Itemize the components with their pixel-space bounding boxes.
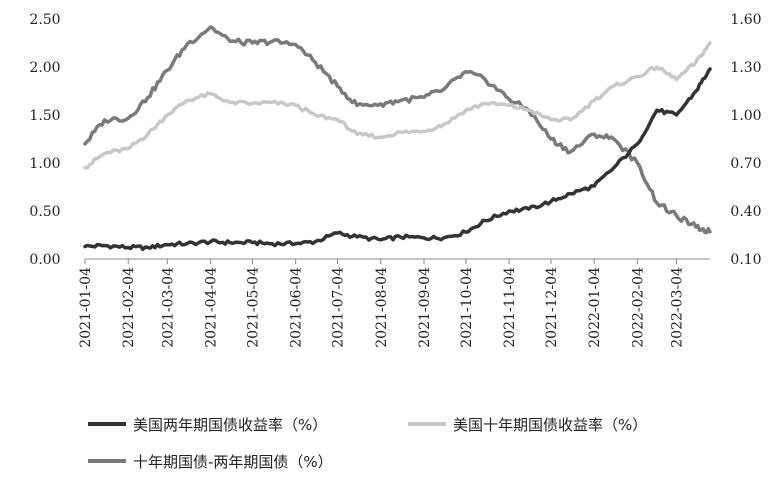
x-tick-label: 2021-03-04 bbox=[160, 267, 176, 348]
y-left-tick-label: 2.50 bbox=[29, 12, 60, 28]
x-tick-label: 2022-02-04 bbox=[630, 267, 646, 348]
plot-area: 0.00 0.50 1.00 1.50 2.00 2.50 0.10 0.40 0.70 1.0… bbox=[29, 12, 761, 348]
x-tick-label: 2021-07-04 bbox=[331, 267, 347, 348]
y-axis-right-labels: 0.10 0.40 0.70 1.00 1.30 1.60 bbox=[730, 12, 761, 268]
legend-label-2: 美国十年期国债收益率（%） bbox=[453, 416, 647, 434]
x-tick-label: 2021-01-04 bbox=[78, 267, 94, 348]
x-axis-ticks bbox=[84, 259, 678, 264]
y-right-tick-label: 1.30 bbox=[730, 60, 761, 76]
legend: 美国两年期国债收益率（%） 美国十年期国债收益率（%） 十年期国债-两年期国债（%） bbox=[88, 416, 647, 471]
series-line-2 bbox=[83, 41, 712, 170]
x-tick-label: 2022-03-04 bbox=[670, 267, 686, 348]
legend-label-3: 十年期国债-两年期国债（%） bbox=[133, 453, 333, 471]
y-right-tick-label: 0.40 bbox=[730, 204, 761, 220]
x-tick-label: 2021-11-04 bbox=[502, 267, 518, 348]
y-left-tick-label: 0.50 bbox=[29, 204, 60, 220]
x-tick-label: 2022-01-04 bbox=[587, 267, 603, 348]
y-left-tick-label: 1.00 bbox=[29, 156, 60, 172]
x-axis-labels: 2021-01-04 2021-02-04 2021-03-04 2021-04-04… bbox=[78, 267, 686, 348]
x-tick-label: 2021-04-04 bbox=[204, 267, 220, 348]
x-tick-label: 2021-05-04 bbox=[245, 267, 261, 348]
y-right-tick-label: 1.00 bbox=[730, 108, 761, 124]
y-axis-left-labels: 0.00 0.50 1.00 1.50 2.00 2.50 bbox=[29, 12, 60, 268]
x-tick-label: 2021-12-04 bbox=[544, 267, 560, 348]
y-left-tick-label: 2.00 bbox=[29, 60, 60, 76]
x-tick-label: 2021-06-04 bbox=[289, 267, 305, 348]
y-right-tick-label: 0.70 bbox=[730, 156, 761, 172]
series-layer bbox=[83, 25, 712, 251]
series-line-1 bbox=[83, 67, 712, 251]
x-tick-label: 2021-10-04 bbox=[459, 267, 475, 348]
y-right-tick-label: 1.60 bbox=[730, 12, 761, 28]
y-left-tick-label: 0.00 bbox=[29, 252, 60, 268]
legend-label-1: 美国两年期国债收益率（%） bbox=[133, 416, 327, 434]
x-tick-label: 2021-09-04 bbox=[417, 267, 433, 348]
x-tick-label: 2021-08-04 bbox=[374, 267, 390, 348]
x-tick-label: 2021-02-04 bbox=[121, 267, 137, 348]
y-right-tick-label: 0.10 bbox=[730, 252, 761, 268]
y-left-tick-label: 1.50 bbox=[29, 108, 60, 124]
series-line-3 bbox=[83, 25, 712, 235]
